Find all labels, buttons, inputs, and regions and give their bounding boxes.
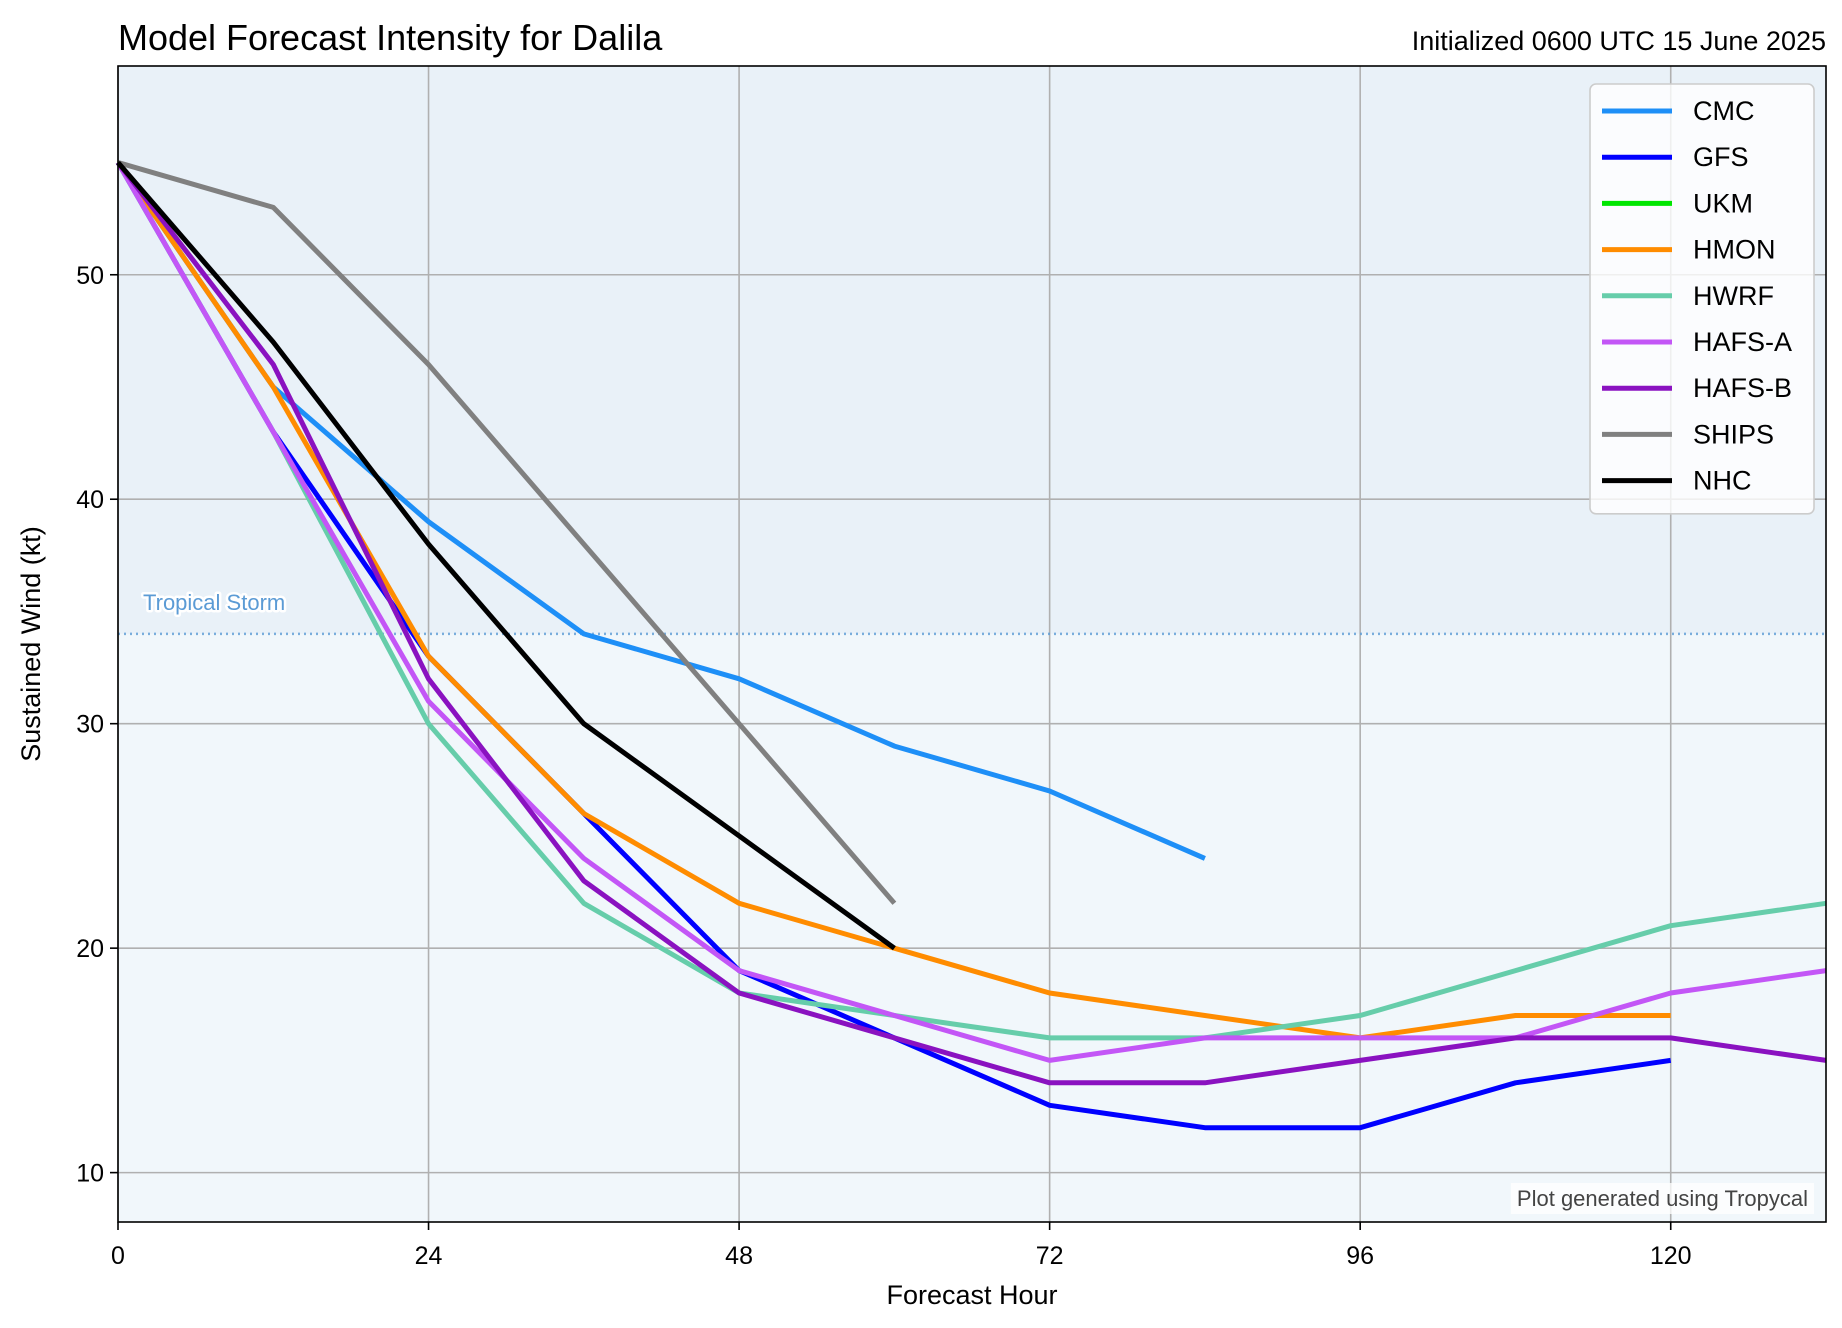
plot-frame (117, 65, 1827, 1223)
legend-item-hafs-b: HAFS-B (1602, 373, 1792, 403)
legend-item-gfs: GFS (1602, 142, 1749, 172)
series-layer (115, 160, 1827, 1131)
series-line-nhc (116, 160, 896, 951)
series-line-hafs-a (115, 161, 1827, 1063)
legend-item-hmon: HMON (1602, 235, 1776, 265)
shading-band-0 (118, 66, 1826, 634)
x-tick-label: 96 (1346, 1242, 1374, 1270)
legend-box (1589, 83, 1815, 515)
legend-item-hafs-a: HAFS-A (1602, 327, 1792, 357)
series-line-hwrf (115, 161, 1827, 1041)
legend-label: HWRF (1693, 281, 1774, 311)
y-tick-label: 30 (76, 711, 104, 739)
y-tick-label: 40 (76, 486, 104, 514)
y-tick-label: 20 (76, 935, 104, 963)
shading-band-1 (118, 633, 1826, 1222)
plot-background (118, 66, 1826, 1222)
x-tick-label: 0 (111, 1242, 125, 1270)
y-axis-label: Sustained Wind (kt) (16, 526, 46, 762)
series-line-cmc (115, 161, 1206, 861)
legend-label: HMON (1693, 235, 1776, 265)
chart-title: Model Forecast Intensity for Dalila (118, 17, 663, 58)
legend-label: HAFS-A (1693, 327, 1792, 357)
legend-item-hwrf: HWRF (1602, 281, 1774, 311)
x-tick-label: 24 (415, 1242, 443, 1270)
tropical-storm-threshold: Tropical Storm (118, 587, 1826, 636)
series-line-ships (117, 160, 897, 905)
threshold-label: Tropical Storm (143, 590, 285, 615)
legend-label: GFS (1693, 142, 1749, 172)
chart-subtitle: Initialized 0600 UTC 15 June 2025 (1412, 26, 1826, 56)
x-tick-label: 48 (725, 1242, 753, 1270)
legend-label: NHC (1693, 466, 1752, 496)
x-axis: 0 24 48 72 96 120 (111, 1222, 1692, 1270)
legend-label: CMC (1693, 96, 1755, 126)
legend-label: UKM (1693, 188, 1753, 218)
legend-item-ukm: UKM (1602, 188, 1753, 218)
y-tick-label: 10 (76, 1160, 104, 1188)
legend-label: HAFS-B (1693, 373, 1792, 403)
x-tick-label: 120 (1650, 1242, 1692, 1270)
legend-item-nhc: NHC (1602, 466, 1752, 496)
series-line-hafs-b (116, 160, 1827, 1086)
y-tick-label: 50 (76, 262, 104, 290)
legend-item-ships: SHIPS (1602, 419, 1774, 449)
credit-text: Plot generated using Tropycal (1517, 1186, 1808, 1211)
y-axis: 10 20 30 40 50 (76, 262, 118, 1188)
x-tick-label: 72 (1036, 1242, 1064, 1270)
legend-item-cmc: CMC (1602, 96, 1755, 126)
legend-label: SHIPS (1693, 419, 1774, 449)
credit-box: Plot generated using Tropycal (1510, 1183, 1814, 1214)
legend: CMC GFS UKM HMON HWRF HAFS-A HAFS-B SHIPS NHC (1589, 83, 1815, 515)
x-axis-label: Forecast Hour (886, 1280, 1057, 1310)
